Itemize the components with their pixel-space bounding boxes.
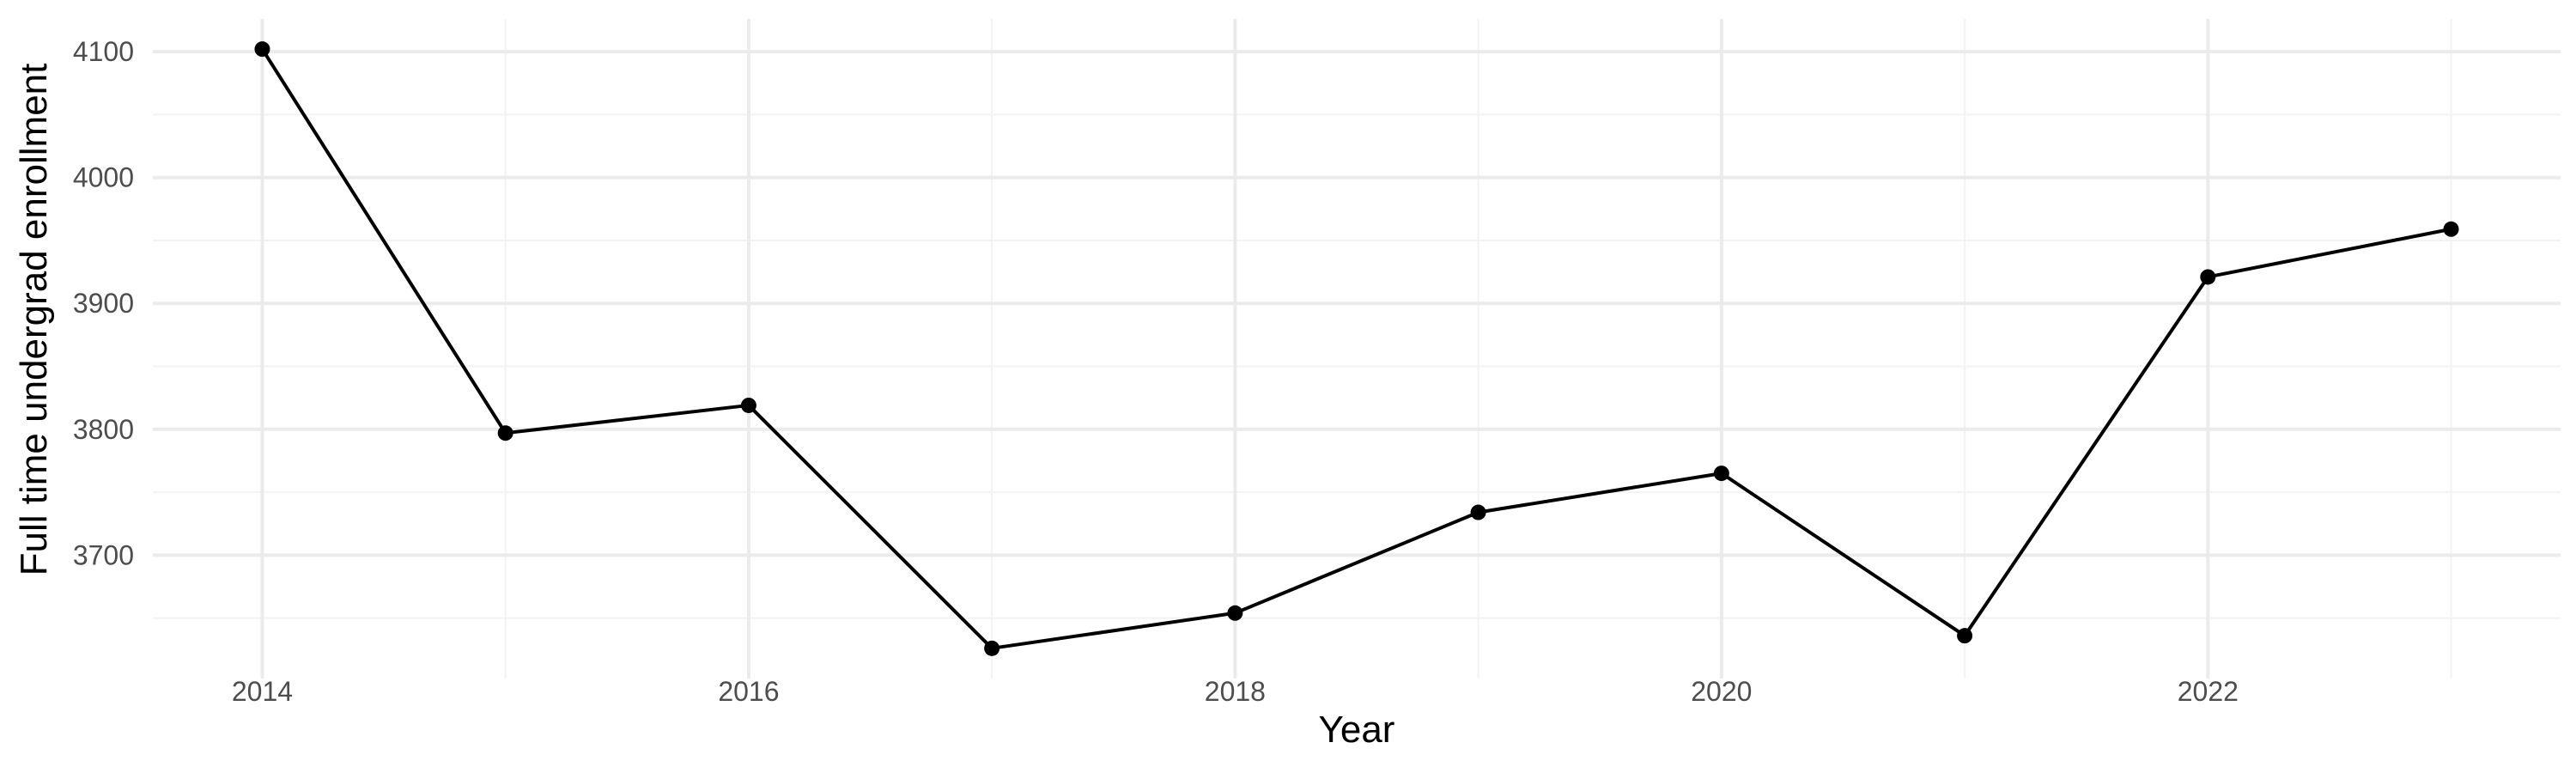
x-tick-label: 2020	[1691, 676, 1752, 707]
y-tick-label: 4100	[73, 36, 134, 67]
x-tick-label: 2018	[1205, 676, 1266, 707]
data-point	[497, 425, 513, 441]
x-tick-label: 2014	[232, 676, 293, 707]
y-tick-label: 3900	[73, 288, 134, 319]
y-axis-title: Full time undergrad enrollment	[13, 64, 55, 576]
data-point	[984, 640, 1000, 656]
data-point	[740, 397, 756, 413]
data-point	[2200, 269, 2216, 285]
x-tick-label: 2016	[718, 676, 779, 707]
y-tick-label: 3700	[73, 539, 134, 570]
grid-layer	[153, 19, 2561, 679]
data-point	[1957, 628, 1973, 644]
x-axis-ticks: 2014 2016 2018 2020 2022	[232, 676, 2239, 707]
data-point	[1713, 466, 1729, 482]
data-point	[2443, 221, 2459, 237]
point-layer	[254, 41, 2459, 656]
series-layer	[260, 47, 2453, 650]
data-point	[1227, 605, 1243, 621]
x-axis-title: Year	[1319, 709, 1395, 751]
series-line	[260, 47, 2453, 650]
y-tick-label: 3800	[73, 414, 134, 445]
y-axis-ticks: 3700 3800 3900 4000 4100	[73, 36, 134, 570]
x-tick-label: 2022	[2178, 676, 2239, 707]
data-point	[254, 41, 270, 58]
y-tick-label: 4000	[73, 162, 134, 193]
data-point	[1470, 504, 1486, 520]
